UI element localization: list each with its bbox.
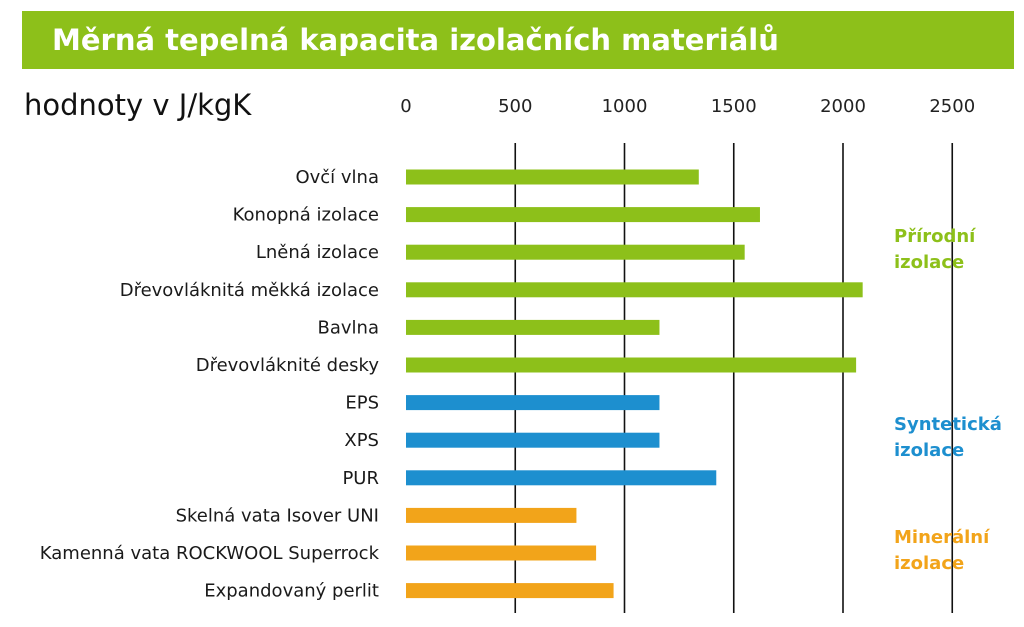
category-label: EPS: [345, 393, 379, 414]
category-label: PUR: [342, 468, 379, 489]
bar: [406, 169, 699, 185]
category-label: Lněná izolace: [256, 242, 379, 263]
category-label: Bavlna: [318, 317, 379, 338]
bar: [406, 357, 857, 373]
category-label: Dřevovláknitá měkká izolace: [120, 280, 379, 301]
group-label: izolace: [894, 553, 964, 574]
bar: [406, 207, 760, 223]
x-tick-label: 0: [400, 96, 411, 117]
bar: [406, 507, 577, 523]
bar: [406, 282, 863, 298]
x-tick-label: 1500: [711, 96, 757, 117]
title-bar: Měrná tepelná kapacita izolačních materi…: [22, 11, 1014, 69]
unit-label: hodnoty v J/kgK: [24, 88, 252, 122]
group-label: izolace: [894, 252, 964, 273]
category-label: Dřevovláknité desky: [196, 355, 380, 376]
category-label: Expandovaný perlit: [204, 581, 379, 602]
bar: [406, 470, 717, 486]
bar: [406, 583, 614, 599]
bar: [406, 319, 660, 335]
bar: [406, 432, 660, 448]
x-tick-label: 500: [498, 96, 532, 117]
group-label: Minerální: [894, 527, 990, 548]
bar: [406, 244, 745, 260]
category-label: Konopná izolace: [233, 205, 379, 226]
x-tick-label: 2500: [929, 96, 975, 117]
group-label: Přírodní: [894, 226, 976, 247]
group-label: Syntetická: [894, 414, 1002, 435]
category-label: XPS: [344, 430, 379, 451]
bar: [406, 545, 597, 561]
x-tick-label: 1000: [602, 96, 648, 117]
category-label: Ovčí vlna: [295, 167, 379, 188]
category-label: Kamenná vata ROCKWOOL Superrock: [40, 543, 380, 564]
category-label: Skelná vata Isover UNI: [176, 505, 379, 526]
bar: [406, 395, 660, 411]
group-label: izolace: [894, 440, 964, 461]
chart-title: Měrná tepelná kapacita izolačních materi…: [52, 23, 779, 57]
x-tick-label: 2000: [820, 96, 866, 117]
